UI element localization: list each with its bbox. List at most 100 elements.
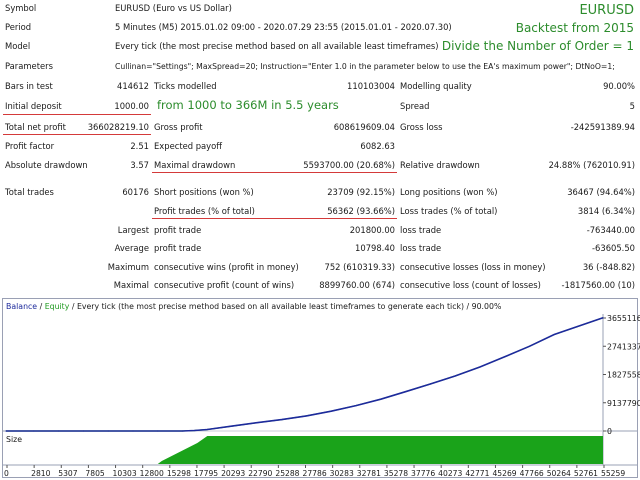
gross-profit-label: Gross profit bbox=[154, 122, 203, 132]
graph-legend: Balance / Equity / Every tick (the most … bbox=[6, 301, 501, 312]
maximal-consec-profit-label: consecutive profit (count of wins) bbox=[154, 280, 295, 290]
total-net-profit-label: Total net profit bbox=[5, 122, 66, 132]
loss-trades-label: Loss trades (% of total) bbox=[400, 206, 498, 216]
balance-point bbox=[355, 405, 357, 407]
size-label: Size bbox=[6, 435, 23, 444]
balance-point bbox=[528, 345, 531, 347]
equity-line bbox=[6, 317, 604, 432]
balance-point bbox=[479, 366, 481, 368]
long-positions-value: 36467 (94.64%) bbox=[567, 187, 635, 197]
model-value: Every tick (the most precise method base… bbox=[115, 41, 439, 51]
balance-point bbox=[5, 430, 7, 432]
max-consec-losses-value: 36 (-848.82) bbox=[582, 262, 635, 272]
absolute-drawdown-label: Absolute drawdown bbox=[5, 160, 88, 170]
spread-label: Spread bbox=[400, 101, 430, 111]
x-tick-label: 35278 bbox=[384, 469, 408, 478]
long-positions-label: Long positions (won %) bbox=[400, 187, 498, 197]
legend-sep: / bbox=[37, 302, 45, 311]
period-label: Period bbox=[5, 22, 32, 32]
profit-trades-underline bbox=[152, 218, 397, 219]
note-pair: EURUSD bbox=[579, 3, 634, 18]
expected-payoff-label: Expected payoff bbox=[154, 141, 223, 151]
balance-point bbox=[193, 429, 196, 432]
y-tick-label: 182755806 bbox=[607, 371, 640, 380]
y-tick-label: 365511612 bbox=[607, 314, 640, 323]
x-tick-label: 0 bbox=[4, 469, 9, 478]
balance-point bbox=[504, 356, 506, 358]
average-loss-trade-value: -63605.50 bbox=[592, 243, 635, 253]
maximal-drawdown-value: 5593700.00 (20.68%) bbox=[303, 160, 395, 170]
balance-point bbox=[206, 428, 208, 431]
largest-loss-trade-label: loss trade bbox=[400, 225, 442, 235]
balance-line bbox=[6, 317, 604, 432]
model-label: Model bbox=[5, 41, 31, 51]
legend-balance: Balance bbox=[6, 302, 38, 311]
parameters-value: Cullinan="Settings"; MaxSpread=20; Instr… bbox=[115, 62, 615, 71]
x-tick-label: 45269 bbox=[492, 469, 516, 478]
x-tick-label: 7805 bbox=[85, 469, 104, 478]
balance-point bbox=[132, 430, 134, 432]
gross-loss-value: -242591389.94 bbox=[570, 122, 635, 132]
gross-profit-value: 608619609.04 bbox=[333, 122, 395, 132]
x-tick-label: 10303 bbox=[113, 469, 137, 478]
x-tick-label: 27786 bbox=[303, 469, 327, 478]
profit-trades-value: 56362 (93.66%) bbox=[327, 206, 395, 216]
x-tick-label: 22790 bbox=[248, 469, 272, 478]
maximal-drawdown-label: Maximal drawdown bbox=[154, 160, 236, 170]
x-tick-label: 17795 bbox=[194, 469, 218, 478]
note-backtest: Backtest from 2015 bbox=[515, 21, 634, 35]
average-label: Average bbox=[114, 243, 149, 253]
x-tick-label: 15298 bbox=[167, 469, 191, 478]
average-profit-trade-value: 10798.40 bbox=[355, 243, 395, 253]
x-tick-label: 55259 bbox=[601, 469, 625, 478]
x-tick-label: 47766 bbox=[520, 469, 544, 478]
balance-point bbox=[256, 422, 258, 424]
bars-in-test-value: 414612 bbox=[117, 81, 149, 91]
x-tick-label: 30283 bbox=[330, 469, 354, 478]
balance-point bbox=[58, 430, 60, 432]
balance-point bbox=[157, 430, 159, 432]
average-profit-trade-label: profit trade bbox=[154, 243, 202, 253]
relative-drawdown-value: 24.88% (762010.91) bbox=[548, 160, 635, 170]
spread-value: 5 bbox=[629, 101, 635, 111]
note-growth: from 1000 to 366M in 5.5 years bbox=[157, 98, 339, 112]
symbol-value: EURUSD (Euro vs US Dollar) bbox=[115, 3, 232, 13]
maximal-consec-loss-label: consecutive loss (count of losses) bbox=[400, 280, 541, 290]
profit-factor-label: Profit factor bbox=[5, 141, 55, 151]
expected-payoff-value: 6082.63 bbox=[360, 141, 395, 151]
note-divide: Divide the Number of Order = 1 bbox=[441, 39, 634, 53]
period-value: 5 Minutes (M5) 2015.01.02 09:00 - 2020.0… bbox=[115, 22, 452, 32]
balance-point bbox=[380, 398, 382, 400]
x-tick-label: 20293 bbox=[221, 469, 245, 478]
y-tick-label: 274133709 bbox=[607, 342, 640, 351]
total-net-profit-underline bbox=[3, 134, 151, 135]
profit-factor-value: 2.51 bbox=[130, 141, 149, 151]
balance-point bbox=[281, 418, 283, 421]
largest-profit-trade-value: 201800.00 bbox=[349, 225, 395, 235]
balance-point bbox=[553, 333, 555, 336]
profit-trades-label: Profit trades (% of total) bbox=[154, 206, 255, 216]
total-trades-value: 60176 bbox=[122, 187, 149, 197]
balance-point bbox=[330, 410, 332, 412]
total-trades-label: Total trades bbox=[5, 187, 54, 197]
x-tick-label: 32781 bbox=[357, 469, 381, 478]
maximum-label: Maximum bbox=[107, 262, 149, 272]
modelling-quality-value: 90.00% bbox=[603, 81, 635, 91]
max-consec-wins-value: 752 (610319.33) bbox=[324, 262, 395, 272]
relative-drawdown-label: Relative drawdown bbox=[400, 160, 480, 170]
bars-in-test-label: Bars in test bbox=[5, 81, 53, 91]
x-tick-label: 42771 bbox=[465, 469, 489, 478]
maximal-label: Maximal bbox=[113, 280, 149, 290]
maximal-consec-profit-value: 8899760.00 (674) bbox=[319, 280, 395, 290]
x-tick-label: 37776 bbox=[411, 469, 435, 478]
largest-profit-trade-label: profit trade bbox=[154, 225, 202, 235]
y-tick-label: 0 bbox=[607, 427, 612, 436]
x-tick-label: 25288 bbox=[275, 469, 299, 478]
balance-point bbox=[231, 425, 233, 427]
max-consec-wins-label: consecutive wins (profit in money) bbox=[154, 262, 299, 272]
initial-deposit-label: Initial deposit bbox=[5, 101, 62, 111]
short-positions-label: Short positions (won %) bbox=[154, 187, 254, 197]
average-loss-trade-label: loss trade bbox=[400, 243, 442, 253]
x-tick-label: 40273 bbox=[438, 469, 462, 478]
